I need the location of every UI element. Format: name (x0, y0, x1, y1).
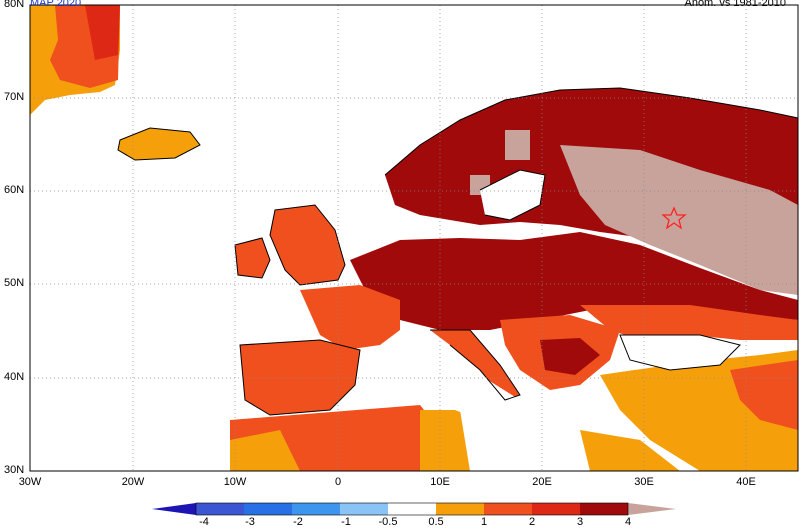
cb-seg (388, 503, 436, 515)
colorbar-label: -4 (199, 516, 209, 528)
cb-seg (244, 503, 292, 515)
black-sea (620, 335, 740, 370)
baltic-sea (480, 170, 545, 220)
colorbar-label: -1 (341, 516, 351, 528)
lon-label: 30W (18, 476, 42, 488)
caucasus-warm (730, 360, 798, 430)
balkans-core (540, 338, 600, 375)
cb-seg (532, 503, 580, 515)
lon-label: 10W (223, 476, 247, 488)
plot-frame (29, 4, 799, 472)
libya-egypt-region (420, 410, 470, 471)
gridlines (30, 5, 798, 471)
lat-label: 40N (4, 371, 25, 383)
italy-region (430, 330, 520, 400)
lat-label: 80N (4, 0, 25, 10)
colorbar-arrow-right (628, 503, 676, 515)
france-region (300, 285, 400, 350)
lat-label: 50N (4, 277, 25, 289)
iceland-region (118, 128, 200, 160)
iberia-region (240, 340, 360, 415)
colorbar-label: 0.5 (428, 516, 444, 528)
colorbar-label: -2 (293, 516, 303, 528)
cb-seg (196, 503, 244, 515)
cb-seg (580, 503, 628, 515)
cb-seg (436, 503, 484, 515)
uk-region (270, 205, 345, 285)
lon-label: 30E (634, 476, 654, 488)
header-right: Anom. vs 1981-2010 (684, 0, 786, 9)
ukraine-region (580, 305, 798, 340)
star-marker (661, 206, 687, 230)
lat-label: 30N (4, 464, 25, 476)
lon-label: 10E (430, 476, 450, 488)
mediterranean-sea (360, 340, 600, 435)
colorbar (152, 502, 676, 516)
colorbar-label: -0.5 (378, 516, 398, 528)
colorbar-arrow-left (152, 503, 196, 515)
finland-patch (505, 130, 530, 160)
colorbar-label: -3 (245, 516, 255, 528)
lon-label: 20E (532, 476, 552, 488)
lon-label: 0 (334, 476, 342, 488)
lon-label: 40E (736, 476, 756, 488)
colorbar-label: 2 (528, 516, 536, 528)
egypt-region (580, 430, 680, 471)
lon-label: 20W (121, 476, 145, 488)
colorbar-label: 4 (624, 516, 632, 528)
north-africa-orange (230, 430, 300, 471)
lat-label: 70N (4, 91, 25, 103)
ireland-region (235, 238, 270, 278)
colorbar-label: 3 (576, 516, 584, 528)
header-left: MAP 2020 (30, 0, 82, 9)
lat-label: 60N (4, 184, 25, 196)
cb-seg (292, 503, 340, 515)
coastlines (117, 87, 799, 416)
cb-seg (484, 503, 532, 515)
greenland-hot (85, 5, 120, 60)
colorbar-label: 1 (480, 516, 488, 528)
cb-seg (340, 503, 388, 515)
